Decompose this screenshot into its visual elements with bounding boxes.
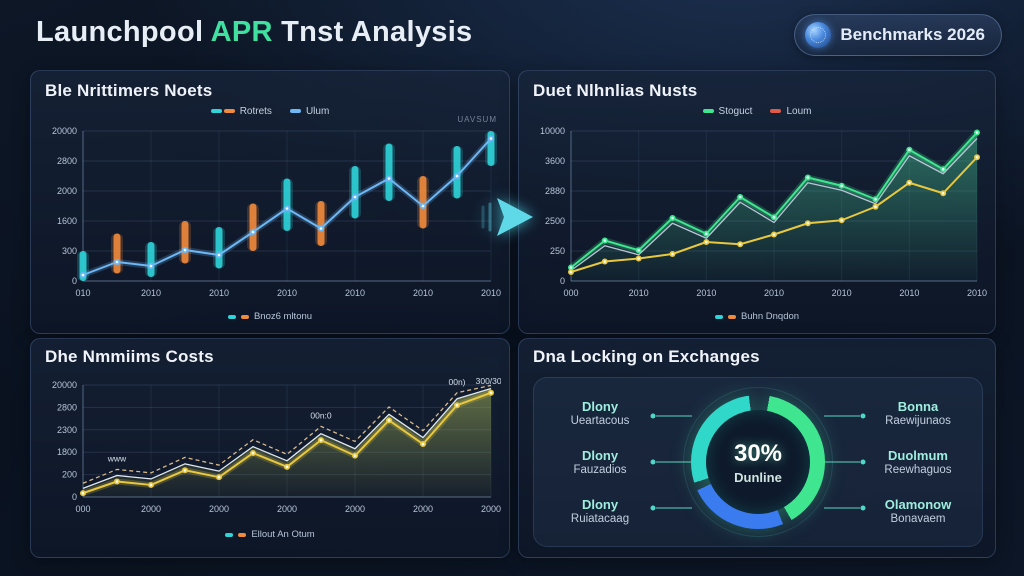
svg-text:0: 0 xyxy=(72,276,77,286)
svg-text:300/300: 300/300 xyxy=(476,376,501,386)
svg-text:2800: 2800 xyxy=(57,402,77,412)
svg-text:1600: 1600 xyxy=(57,216,77,226)
svg-text:00n:0: 00n:0 xyxy=(310,410,332,420)
svg-text:000: 000 xyxy=(563,288,578,298)
legend-swatch xyxy=(210,109,235,114)
svg-text:2010: 2010 xyxy=(629,288,649,298)
svg-text:10000: 10000 xyxy=(540,126,565,136)
svg-text:2010: 2010 xyxy=(481,288,501,298)
legend-item: Ulum xyxy=(289,106,329,117)
panel-nets-candles: Ble Nrittimers Noets Rotrets Ulum UAVSUM… xyxy=(30,70,510,334)
svg-text:2000: 2000 xyxy=(209,504,229,514)
donut-item: Dlony Fauzadios xyxy=(573,447,627,476)
donut-right-list: Bonna Raewijunaos Duolmum Reewhaguos Ola… xyxy=(854,378,982,546)
chart-footer-legend: Buhn Dnqdon xyxy=(519,311,995,322)
svg-text:2000: 2000 xyxy=(277,504,297,514)
chart-title: Dna Locking on Exchanges xyxy=(533,347,760,366)
donut-item: Bonna Raewijunaos xyxy=(885,398,951,427)
donut-item: Dlony Ueartacous xyxy=(570,398,630,427)
legend-swatch xyxy=(289,109,301,114)
svg-text:2880: 2880 xyxy=(545,186,565,196)
svg-text:200: 200 xyxy=(62,470,77,480)
svg-text:2300: 2300 xyxy=(57,425,77,435)
chart-footer-legend: Ellout An Otum xyxy=(31,529,509,540)
svg-text:2000: 2000 xyxy=(57,186,77,196)
donut-item: Duolmum Reewhaguos xyxy=(884,447,952,476)
svg-text:0: 0 xyxy=(560,276,565,286)
svg-text:2010: 2010 xyxy=(345,288,365,298)
svg-text:2010: 2010 xyxy=(277,288,297,298)
donut-item: Olamonow Bonavaem xyxy=(884,497,952,526)
svg-text:2010: 2010 xyxy=(967,288,987,298)
svg-text:1800: 1800 xyxy=(57,447,77,457)
year-badge: Benchmarks 2026 xyxy=(794,14,1002,56)
legend-item: Stoguct xyxy=(702,106,752,117)
panel-costs-area: Dhe Nmmiims Costs 20000 2800 2300 1800 200 0 0… xyxy=(30,338,510,558)
svg-text:010: 010 xyxy=(75,288,90,298)
chart-legend: Rotrets Ulum xyxy=(31,106,509,117)
chart-footer-legend: Bnoz6 mltonu xyxy=(31,311,509,322)
svg-text:2000: 2000 xyxy=(481,504,501,514)
donut-label: Dunline xyxy=(734,469,782,485)
svg-text:300: 300 xyxy=(62,246,77,256)
chart-title: Duet Nlhnlias Nusts xyxy=(533,81,698,100)
svg-text:20000: 20000 xyxy=(52,126,77,136)
donut-card: Dlony Ueartacous Dlony Fauzadios Dlony R… xyxy=(533,377,983,547)
legend-item: Loum xyxy=(770,106,811,117)
legend-swatch xyxy=(702,109,714,114)
svg-text:2010: 2010 xyxy=(764,288,784,298)
svg-text:3600: 3600 xyxy=(545,156,565,166)
coin-globe-icon xyxy=(805,22,832,48)
donut-item: Dlony Ruiatacaag xyxy=(570,497,630,526)
svg-text:000: 000 xyxy=(75,504,90,514)
chart-title: Dhe Nmmiims Costs xyxy=(45,347,214,366)
legend-item: Rotrets xyxy=(210,106,272,117)
panel-locking-donut: Dna Locking on Exchanges Dlony Ueartacou… xyxy=(518,338,996,558)
page-title-accent: APR xyxy=(210,16,273,48)
svg-text:0: 0 xyxy=(72,492,77,502)
chart-title: Ble Nrittimers Noets xyxy=(45,81,213,100)
page-title: Launchpool APR Tnst Analysis xyxy=(36,16,473,49)
svg-text:250: 250 xyxy=(550,246,565,256)
svg-text:2000: 2000 xyxy=(413,504,433,514)
page-title-prefix: Launchpool xyxy=(36,16,211,48)
donut-value: 30% xyxy=(733,439,783,467)
page-title-suffix: Tnst Analysis xyxy=(272,16,473,48)
svg-text:2010: 2010 xyxy=(209,288,229,298)
panel-nusts-lines: Duet Nlhnlias Nusts Stoguct Loum 10000 36… xyxy=(518,70,996,334)
donut-chart: 30% Dunline xyxy=(683,387,833,537)
svg-text:2000: 2000 xyxy=(345,504,365,514)
chart-watermark: UAVSUM xyxy=(457,115,497,124)
donut-center: 30% Dunline xyxy=(706,410,810,514)
svg-text:2010: 2010 xyxy=(696,288,716,298)
svg-text:2000: 2000 xyxy=(141,504,161,514)
svg-text:www: www xyxy=(107,453,127,463)
candlestick-line-chart: 20000 2800 2000 1600 300 0 010 2010 2010 2010 2010… xyxy=(52,126,501,298)
svg-text:2010: 2010 xyxy=(899,288,919,298)
svg-text:2800: 2800 xyxy=(57,156,77,166)
svg-text:2010: 2010 xyxy=(413,288,433,298)
badge-label: Benchmarks 2026 xyxy=(840,25,985,44)
svg-text:00n): 00n) xyxy=(448,377,465,387)
flow-arrow-icon xyxy=(477,191,539,243)
chart-legend: Stoguct Loum xyxy=(519,106,995,117)
svg-text:20000: 20000 xyxy=(52,380,77,390)
svg-text:2010: 2010 xyxy=(141,288,161,298)
svg-text:2500: 2500 xyxy=(545,216,565,226)
donut-left-list: Dlony Ueartacous Dlony Fauzadios Dlony R… xyxy=(536,378,664,546)
svg-text:2010: 2010 xyxy=(832,288,852,298)
legend-swatch xyxy=(770,109,782,114)
